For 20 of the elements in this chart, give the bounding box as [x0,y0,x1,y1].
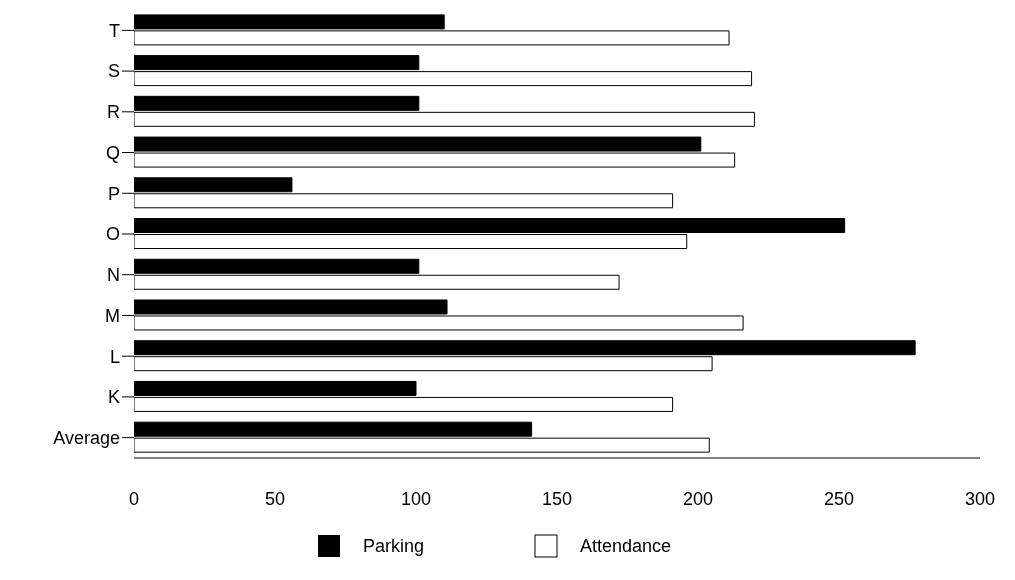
y-tick-label: S [107,61,120,82]
y-tick-label: O [105,224,120,245]
y-tick-label: N [107,265,120,286]
x-tick-label: 100 [400,488,432,509]
y-tick-label: M [105,305,120,326]
x-tick-label: 50 [264,488,286,509]
y-tick-label: P [107,183,120,204]
x-tick-label: 150 [541,488,573,509]
y-tick-label: Q [105,142,120,163]
legend-label: Parking [362,535,424,557]
y-tick-label: L [109,346,120,367]
x-tick-label: 250 [823,488,855,509]
x-tick-label: 300 [964,488,996,509]
legend-label: Attendance [579,535,672,557]
x-tick-label: 0 [128,488,140,509]
y-tick-label: R [107,102,120,123]
y-tick-label: T [109,20,120,41]
y-tick-label: K [107,387,120,408]
x-tick-label: 200 [682,488,714,509]
y-tick-label: Average [53,428,120,449]
